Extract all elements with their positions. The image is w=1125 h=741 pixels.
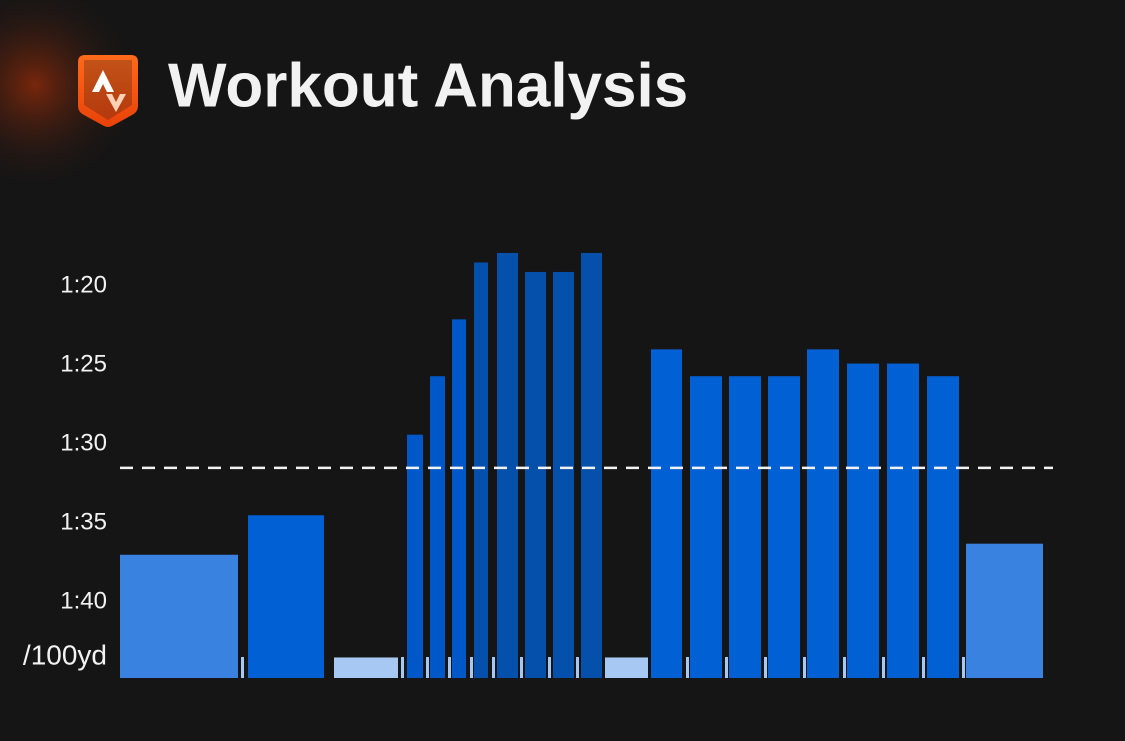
rest-marker	[962, 657, 965, 678]
rest-marker	[548, 657, 551, 678]
rest-marker	[401, 657, 404, 678]
bar	[729, 376, 761, 678]
rest-marker	[882, 657, 885, 678]
bar	[847, 363, 879, 678]
bar	[407, 434, 423, 678]
logo	[78, 55, 138, 127]
rest-marker	[843, 657, 846, 678]
y-unit-label: /100yd	[23, 639, 107, 670]
bar	[768, 376, 800, 678]
bar	[605, 657, 648, 678]
y-tick-label: 1:25	[60, 350, 107, 377]
rest-marker	[241, 657, 244, 678]
y-tick-label: 1:35	[60, 508, 107, 535]
bar	[248, 515, 324, 678]
bar	[651, 349, 682, 678]
rest-marker	[520, 657, 523, 678]
glow	[0, 0, 145, 195]
bar	[690, 376, 722, 678]
bar	[525, 271, 546, 678]
rest-marker	[686, 657, 689, 678]
rest-marker	[470, 657, 473, 678]
bar	[120, 554, 238, 678]
bar	[807, 349, 839, 678]
y-tick-label: 1:40	[60, 587, 107, 614]
y-tick-label: 1:20	[60, 271, 107, 298]
bar	[452, 319, 466, 678]
bar	[927, 376, 959, 678]
y-tick-label: 1:30	[60, 429, 107, 456]
rest-marker	[725, 657, 728, 678]
bar	[887, 363, 919, 678]
bar	[430, 376, 445, 678]
rest-marker	[764, 657, 767, 678]
rest-marker	[922, 657, 925, 678]
bar	[553, 271, 574, 678]
rest-marker	[426, 657, 429, 678]
rest-marker	[492, 657, 495, 678]
bar	[334, 657, 398, 678]
bar	[497, 252, 518, 679]
rest-marker	[576, 657, 579, 678]
title: Workout Analysis	[168, 51, 688, 120]
bar	[966, 543, 1043, 678]
bar	[581, 252, 602, 679]
rest-marker	[803, 657, 806, 678]
rest-marker	[448, 657, 451, 678]
bar	[474, 262, 488, 678]
